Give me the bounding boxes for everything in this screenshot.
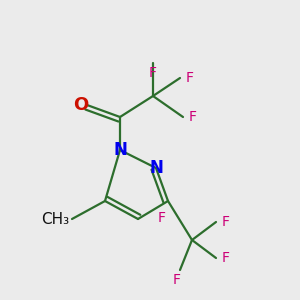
Text: N: N [149, 159, 163, 177]
Text: CH₃: CH₃ [41, 212, 69, 226]
Text: F: F [149, 66, 157, 80]
Text: N: N [113, 141, 127, 159]
Text: F: F [222, 251, 230, 265]
Text: O: O [74, 96, 88, 114]
Text: F: F [186, 71, 194, 85]
Text: F: F [222, 215, 230, 229]
Text: F: F [173, 273, 181, 287]
Text: F: F [189, 110, 197, 124]
Text: F: F [158, 211, 166, 225]
